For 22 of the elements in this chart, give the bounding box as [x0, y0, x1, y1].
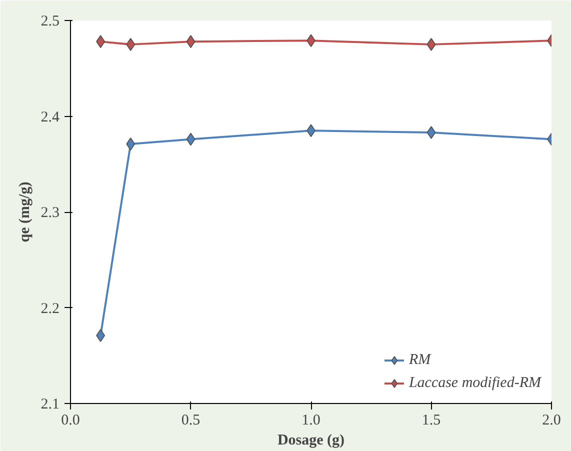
point [96, 35, 106, 48]
x-tick-label: 1.0 [302, 412, 320, 428]
point [186, 35, 196, 48]
x-axis-title: Dosage (g) [277, 432, 345, 448]
y-tick-label: 2.2 [40, 300, 60, 317]
point [186, 132, 196, 146]
x-tick-label: 0.0 [61, 412, 80, 428]
point [426, 126, 436, 140]
point [126, 138, 136, 151]
y-tick-label: 2.1 [40, 396, 60, 412]
point [126, 38, 136, 51]
point [96, 329, 106, 342]
y-tick-label: 2.4 [40, 109, 60, 126]
y-tick-label: 2.5 [40, 14, 60, 30]
legend-label: Laccase modified-RM [408, 374, 541, 392]
x-tick-label: 2.0 [542, 412, 561, 428]
legend-label: RM [408, 352, 431, 368]
y-tick-label: 2.3 [40, 205, 60, 221]
point [426, 38, 436, 51]
y-axis-title: qe (mg/g) [16, 182, 33, 242]
x-tick-label: 1.5 [422, 412, 441, 428]
x-tick-label: 0.5 [181, 412, 200, 428]
